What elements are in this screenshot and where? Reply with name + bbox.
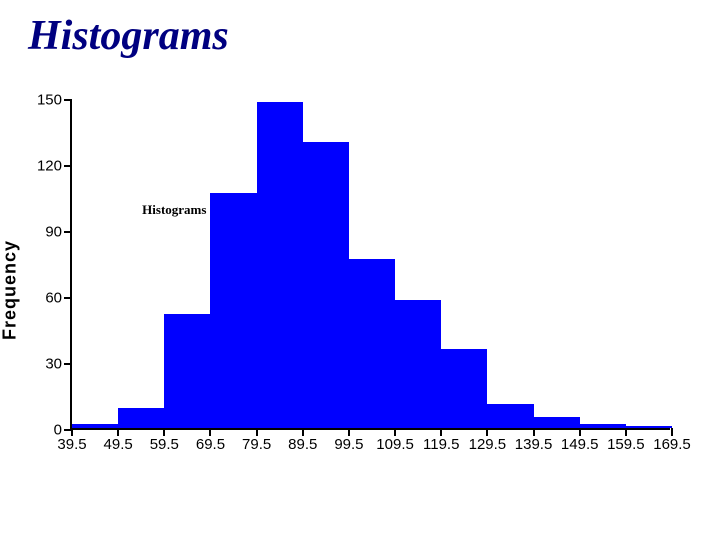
histogram-bar bbox=[257, 102, 303, 428]
histogram-chart: Frequency Histograms 030609012015039.549… bbox=[20, 100, 680, 480]
histogram-bar bbox=[72, 424, 118, 428]
x-tick-label: 139.5 bbox=[515, 428, 553, 453]
x-tick-label: 59.5 bbox=[150, 428, 179, 453]
x-tick-label: 89.5 bbox=[288, 428, 317, 453]
x-tick-label: 159.5 bbox=[607, 428, 645, 453]
x-tick-label: 69.5 bbox=[196, 428, 225, 453]
histogram-bar bbox=[441, 349, 487, 428]
histogram-bar bbox=[210, 193, 256, 428]
y-tick-label: 90 bbox=[45, 224, 72, 241]
histogram-bar bbox=[580, 424, 626, 428]
x-tick-label: 99.5 bbox=[334, 428, 363, 453]
x-tick-label: 79.5 bbox=[242, 428, 271, 453]
histogram-bar bbox=[487, 404, 533, 428]
y-axis-label: Frequency bbox=[0, 240, 21, 340]
x-tick-label: 39.5 bbox=[57, 428, 86, 453]
x-tick-label: 149.5 bbox=[561, 428, 599, 453]
x-tick-label: 119.5 bbox=[423, 428, 459, 453]
histogram-bar bbox=[349, 259, 395, 428]
x-tick-label: 109.5 bbox=[376, 428, 414, 453]
histogram-bar bbox=[534, 417, 580, 428]
y-tick-label: 30 bbox=[45, 356, 72, 373]
histogram-bar bbox=[118, 408, 164, 428]
histogram-bar bbox=[164, 314, 210, 428]
histogram-bar bbox=[626, 426, 672, 428]
page-title: Histograms bbox=[28, 12, 229, 60]
histogram-bar bbox=[303, 142, 349, 428]
histogram-bar bbox=[395, 300, 441, 428]
plot-area: Histograms 030609012015039.549.559.569.5… bbox=[70, 100, 670, 430]
x-tick-label: 49.5 bbox=[104, 428, 133, 453]
y-tick-label: 120 bbox=[37, 158, 72, 175]
inset-label: Histograms bbox=[142, 202, 206, 218]
slide: Histograms Frequency Histograms 03060901… bbox=[0, 0, 720, 540]
y-tick-label: 60 bbox=[45, 290, 72, 307]
x-tick-label: 129.5 bbox=[469, 428, 507, 453]
x-tick-label: 169.5 bbox=[653, 428, 691, 453]
y-tick-label: 150 bbox=[37, 92, 72, 109]
